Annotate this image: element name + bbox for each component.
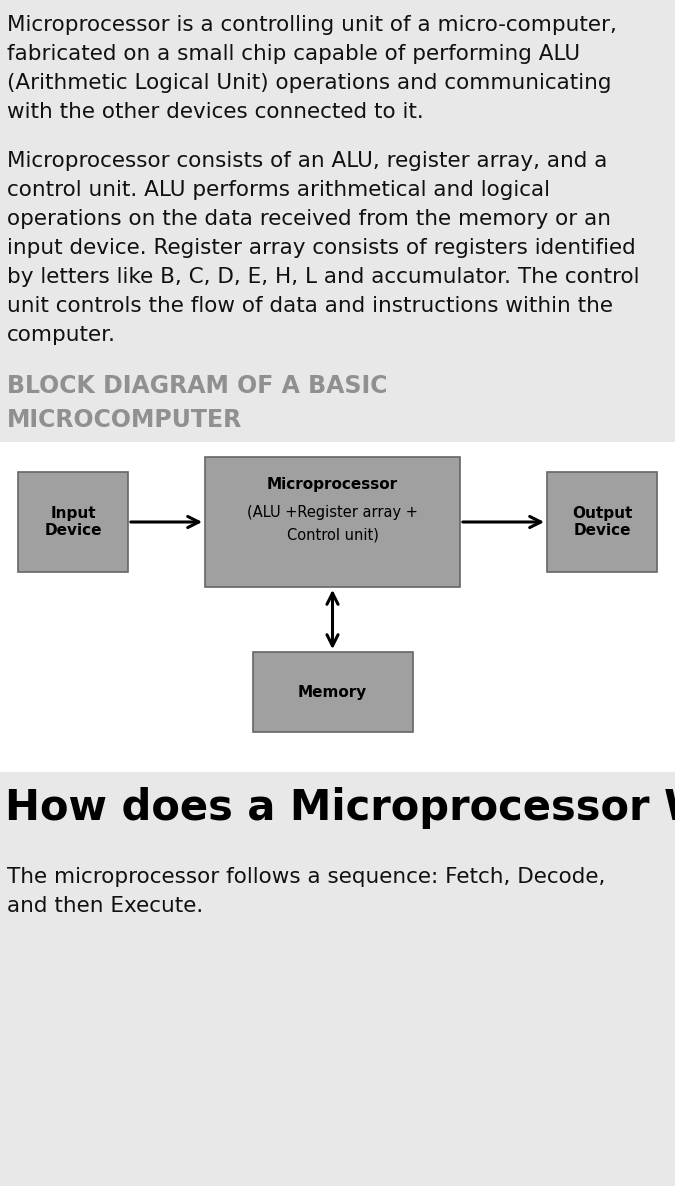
Bar (205, 457, 460, 587)
Text: Microprocessor is a controlling unit of a micro-computer,: Microprocessor is a controlling unit of … (7, 15, 617, 36)
Text: by letters like B, C, D, E, H, L and accumulator. The control: by letters like B, C, D, E, H, L and acc… (7, 267, 639, 287)
Bar (252, 652, 412, 732)
Text: operations on the data received from the memory or an: operations on the data received from the… (7, 209, 611, 229)
Text: control unit. ALU performs arithmetical and logical: control unit. ALU performs arithmetical … (7, 180, 550, 200)
Text: MICROCOMPUTER: MICROCOMPUTER (7, 408, 242, 432)
Bar (18, 472, 128, 572)
Text: Input
Device: Input Device (45, 505, 102, 538)
Text: Output
Device: Output Device (572, 505, 632, 538)
Text: with the other devices connected to it.: with the other devices connected to it. (7, 102, 424, 122)
Text: unit controls the flow of data and instructions within the: unit controls the flow of data and instr… (7, 296, 613, 315)
Text: Microprocessor consists of an ALU, register array, and a: Microprocessor consists of an ALU, regis… (7, 151, 608, 171)
Bar (0, 442, 675, 772)
Text: BLOCK DIAGRAM OF A BASIC: BLOCK DIAGRAM OF A BASIC (7, 374, 387, 398)
Text: and then Execute.: and then Execute. (7, 895, 203, 916)
Text: Control unit): Control unit) (287, 528, 379, 543)
Text: Microprocessor: Microprocessor (267, 477, 398, 492)
Text: input device. Register array consists of registers identified: input device. Register array consists of… (7, 238, 636, 259)
Text: computer.: computer. (7, 325, 116, 345)
Text: How does a Microprocessor Work?: How does a Microprocessor Work? (5, 788, 675, 829)
Text: Memory: Memory (298, 684, 367, 700)
Text: fabricated on a small chip capable of performing ALU: fabricated on a small chip capable of pe… (7, 44, 580, 64)
Text: (ALU +Register array +: (ALU +Register array + (247, 505, 418, 519)
Text: The microprocessor follows a sequence: Fetch, Decode,: The microprocessor follows a sequence: F… (7, 867, 605, 887)
Bar (547, 472, 657, 572)
Text: (Arithmetic Logical Unit) operations and communicating: (Arithmetic Logical Unit) operations and… (7, 74, 612, 93)
